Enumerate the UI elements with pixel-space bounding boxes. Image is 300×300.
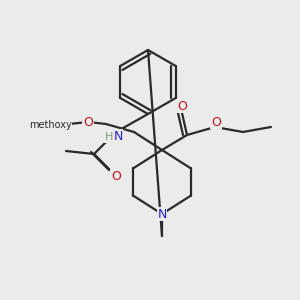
Text: methoxy: methoxy: [28, 120, 71, 130]
Text: O: O: [177, 100, 187, 112]
Text: N: N: [113, 130, 123, 142]
Text: O: O: [211, 116, 221, 128]
Text: H: H: [105, 132, 113, 142]
Text: O: O: [83, 116, 93, 128]
Text: O: O: [177, 100, 187, 112]
Text: O: O: [111, 169, 121, 182]
Text: O: O: [111, 169, 121, 182]
Text: O: O: [211, 116, 221, 128]
Text: H: H: [105, 132, 113, 142]
Text: N: N: [113, 130, 123, 142]
Text: O: O: [83, 116, 93, 128]
Text: N: N: [157, 208, 167, 220]
Text: N: N: [157, 208, 167, 220]
